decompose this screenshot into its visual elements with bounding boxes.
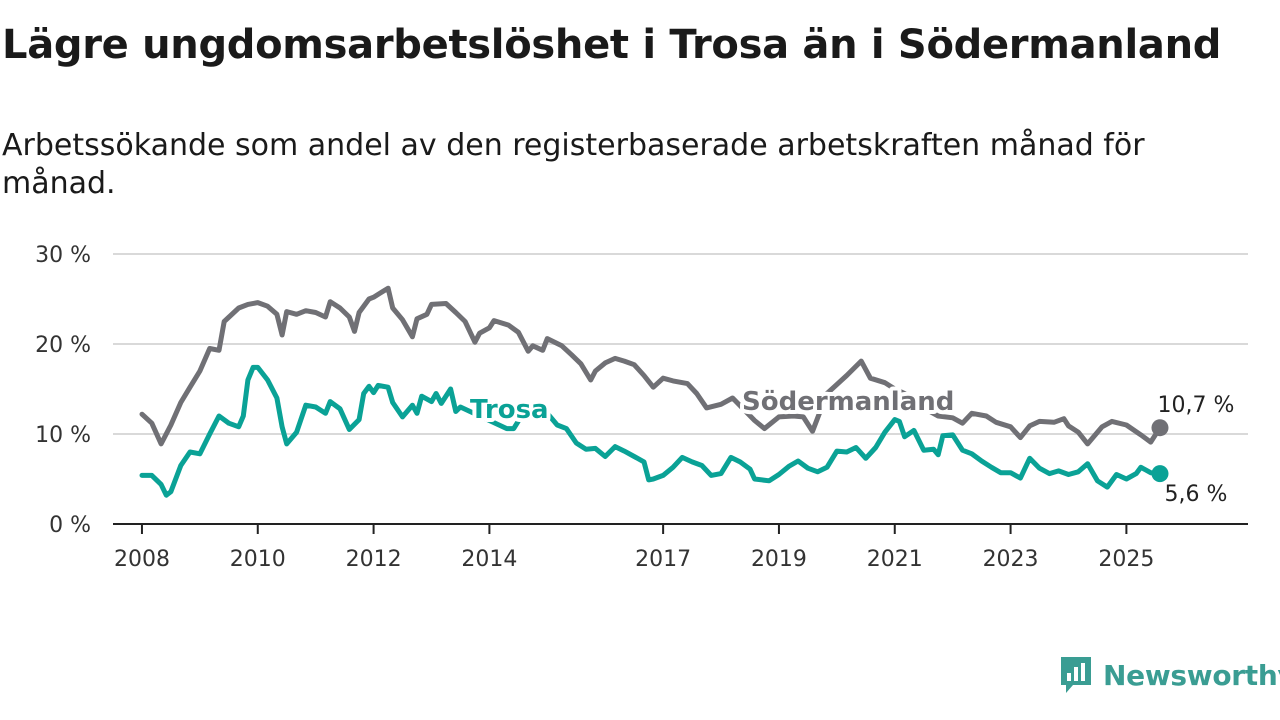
x-tick-label: 2008	[114, 547, 170, 572]
series-label-trosa: Trosa	[470, 395, 549, 425]
end-marker-sodermanland	[1151, 419, 1169, 437]
axes: 0 % 10 % 20 % 30 % 2008 2010 2012 2014 2017 2019 2…	[35, 243, 1248, 572]
y-tick-label: 30 %	[35, 243, 91, 268]
chart-title: Lägre ungdomsarbetslöshet i Trosa än i S…	[2, 22, 1222, 68]
newsworthy-logo-icon	[1061, 657, 1091, 693]
x-tick-label: 2021	[867, 547, 923, 572]
x-tick-label: 2017	[635, 547, 691, 572]
end-value-label-trosa: 5,6 %	[1165, 482, 1228, 507]
end-marker-trosa	[1151, 465, 1169, 483]
gridlines	[113, 253, 1248, 435]
x-tick-label: 2014	[461, 547, 517, 572]
y-tick-label: 20 %	[35, 333, 91, 358]
brand-name: Newsworthy	[1103, 658, 1280, 692]
x-tick-label: 2010	[230, 547, 286, 572]
end-value-label-sodermanland: 10,7 %	[1158, 393, 1235, 418]
y-tick-label: 0 %	[49, 513, 91, 538]
series-lines	[139, 285, 1169, 498]
chart-labels: Södermanland Trosa 10,7 % 5,6 %	[466, 383, 1237, 510]
y-tick-label: 10 %	[35, 423, 91, 448]
chart-subtitle: Arbetssökande som andel av den registerb…	[2, 128, 1145, 201]
series-line-sodermanland	[139, 285, 1163, 447]
x-tick-label: 2025	[1098, 547, 1154, 572]
series-label-sodermanland: Södermanland	[742, 387, 954, 417]
x-tick-label: 2023	[983, 547, 1039, 572]
series-line-trosa	[139, 364, 1163, 498]
newsworthy-brand[interactable]: Newsworthy	[1059, 654, 1280, 696]
x-tick-label: 2019	[751, 547, 807, 572]
x-tick-label: 2012	[346, 547, 402, 572]
